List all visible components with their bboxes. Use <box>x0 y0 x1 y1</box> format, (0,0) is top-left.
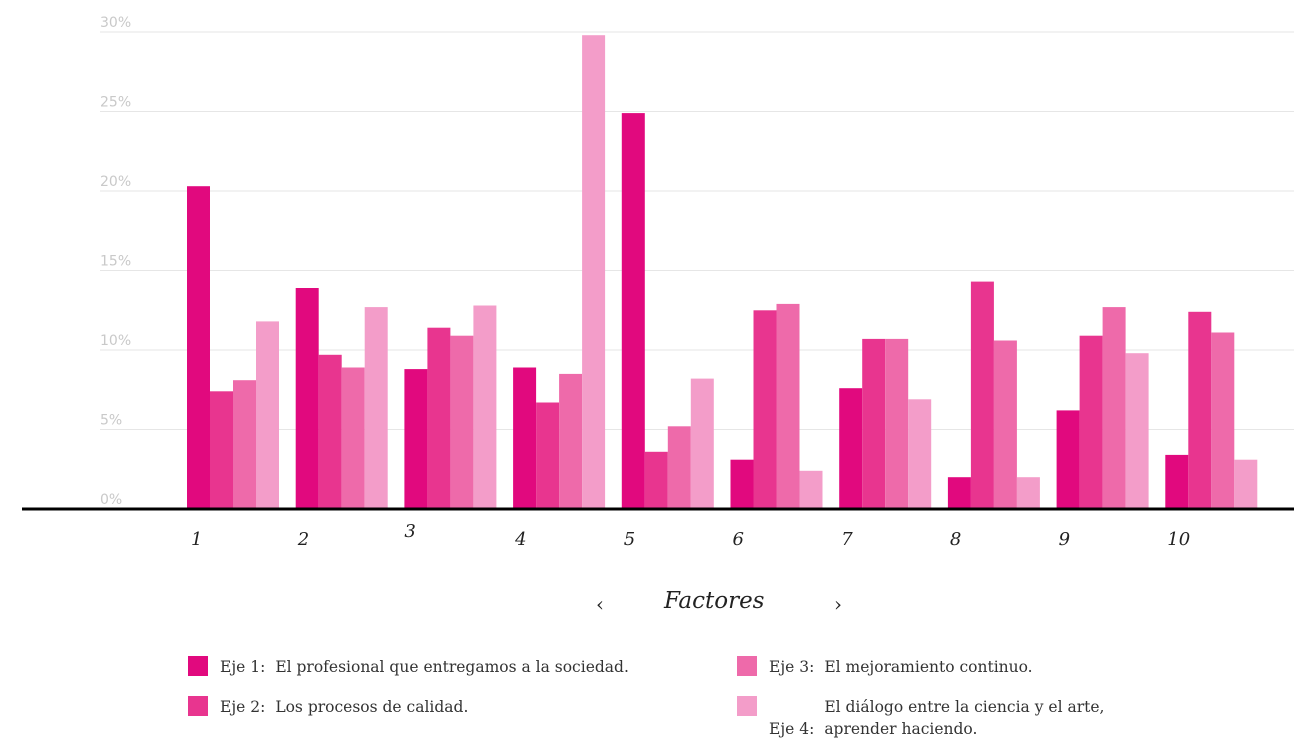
bar-factor-8-eje-1 <box>947 477 971 509</box>
legend-item-eje-2: Eje 2: Los procesos de calidad. <box>188 696 468 718</box>
bar-factor-6-eje-1 <box>730 459 754 509</box>
y-tick-label: 0% <box>100 492 122 508</box>
legend-swatch-eje-3 <box>737 656 757 676</box>
bar-factor-3-eje-4 <box>473 305 497 509</box>
bar-chart: 0% 5% 10% 15% 20% 25% 30% 1 2 3 4 5 6 7 8 9 10 <box>22 15 1294 550</box>
x-tick-label: 10 <box>1167 529 1190 550</box>
bar-factor-10-eje-4 <box>1234 459 1258 509</box>
bar-factor-6-eje-2 <box>753 310 777 510</box>
prev-arrow-button[interactable]: ‹ <box>596 592 604 616</box>
x-tick-label: 4 <box>514 529 526 550</box>
x-tick-label: 2 <box>297 529 309 550</box>
bar-factor-9-eje-3 <box>1102 307 1126 509</box>
bar-factor-2-eje-1 <box>295 288 319 509</box>
legend-item-eje-4: Eje 4: El diálogo entre la ciencia y el a… <box>737 696 1154 740</box>
bar-factor-1-eje-4 <box>256 321 279 509</box>
bar-factor-8-eje-3 <box>993 340 1017 509</box>
y-axis-tick-labels: 0% 5% 10% 15% 20% 25% 30% <box>100 15 131 508</box>
bar-factor-1-eje-2 <box>210 391 233 509</box>
x-tick-label: 8 <box>950 529 961 550</box>
bar-factor-4-eje-2 <box>536 402 560 509</box>
bar-factor-6-eje-3 <box>776 303 800 509</box>
bar-factor-5-eje-1 <box>621 113 645 509</box>
x-axis-tick-labels: 1 2 3 4 5 6 7 8 9 10 <box>191 521 1190 550</box>
x-tick-label: 5 <box>624 529 635 550</box>
y-tick-label: 25% <box>100 95 131 111</box>
x-tick-label: 3 <box>404 521 415 542</box>
bar-factor-10-eje-3 <box>1211 332 1235 509</box>
bar-factor-4-eje-3 <box>559 373 583 509</box>
bar-factor-2-eje-2 <box>318 354 342 509</box>
legend-description: El profesional que entregamos a la socie… <box>275 658 629 676</box>
bar-factor-5-eje-4 <box>690 378 714 509</box>
y-tick-label: 5% <box>100 413 122 429</box>
bar-factor-9-eje-2 <box>1079 335 1103 509</box>
legend-text: Eje 3: El mejoramiento continuo. <box>769 656 1033 678</box>
bar-factor-8-eje-4 <box>1016 477 1040 509</box>
bar-factor-5-eje-2 <box>644 451 668 509</box>
legend-series-name: Eje 1: <box>220 658 266 676</box>
legend-description: El diálogo entre la ciencia y el arte, a… <box>824 698 1105 738</box>
bar-factor-5-eje-3 <box>667 426 691 509</box>
x-tick-label: 6 <box>733 529 744 550</box>
x-tick-label: 9 <box>1059 529 1070 550</box>
legend-series-name: Eje 3: <box>769 658 815 676</box>
legend-description: Los procesos de calidad. <box>275 698 469 716</box>
bar-factor-9-eje-1 <box>1056 410 1080 509</box>
bar-factor-3-eje-3 <box>450 335 474 509</box>
y-tick-label: 20% <box>100 174 131 190</box>
bar-factor-7-eje-3 <box>885 338 909 509</box>
legend-swatch-eje-2 <box>188 696 208 716</box>
x-axis-title: Factores <box>664 588 765 614</box>
bar-factor-6-eje-4 <box>799 470 823 509</box>
bar-factor-2-eje-4 <box>364 307 388 509</box>
bar-factor-10-eje-1 <box>1165 454 1189 509</box>
legend-item-eje-1: Eje 1: El profesional que entregamos a la… <box>188 656 629 678</box>
x-tick-label: 1 <box>191 529 202 550</box>
legend-swatch-eje-1 <box>188 656 208 676</box>
next-arrow-button[interactable]: › <box>834 592 842 616</box>
bar-factor-9-eje-4 <box>1125 353 1149 509</box>
y-tick-label: 15% <box>100 254 131 270</box>
x-tick-label: 7 <box>841 529 853 550</box>
bar-factor-10-eje-2 <box>1188 311 1212 509</box>
legend-description: El mejoramiento continuo. <box>824 658 1033 676</box>
bar-factor-3-eje-1 <box>404 369 428 509</box>
bar-factor-8-eje-2 <box>970 281 994 509</box>
bar-factor-7-eje-2 <box>862 338 886 509</box>
bar-factor-7-eje-4 <box>908 399 932 509</box>
y-tick-label: 30% <box>100 15 131 31</box>
bar-factor-4-eje-1 <box>513 367 537 509</box>
bar-factor-1-eje-3 <box>233 380 256 509</box>
y-tick-label: 10% <box>100 333 131 349</box>
x-axis-navigation: ‹ Factores › <box>0 588 1294 622</box>
legend-text: Eje 2: Los procesos de calidad. <box>220 696 468 718</box>
legend-series-name: Eje 2: <box>220 698 266 716</box>
legend-text: Eje 4: El diálogo entre la ciencia y el a… <box>769 696 1154 740</box>
legend-series-name: Eje 4: <box>769 720 815 738</box>
bars <box>187 35 1258 510</box>
legend-text: Eje 1: El profesional que entregamos a la… <box>220 656 629 678</box>
bar-factor-2-eje-3 <box>341 367 365 509</box>
legend-swatch-eje-4 <box>737 696 757 716</box>
legend: Eje 1: El profesional que entregamos a la… <box>0 650 1294 750</box>
bar-factor-3-eje-2 <box>427 327 451 509</box>
bar-factor-1-eje-1 <box>187 186 210 509</box>
legend-item-eje-3: Eje 3: El mejoramiento continuo. <box>737 656 1033 678</box>
bar-factor-7-eje-1 <box>839 388 863 509</box>
bar-factor-4-eje-4 <box>582 35 606 509</box>
